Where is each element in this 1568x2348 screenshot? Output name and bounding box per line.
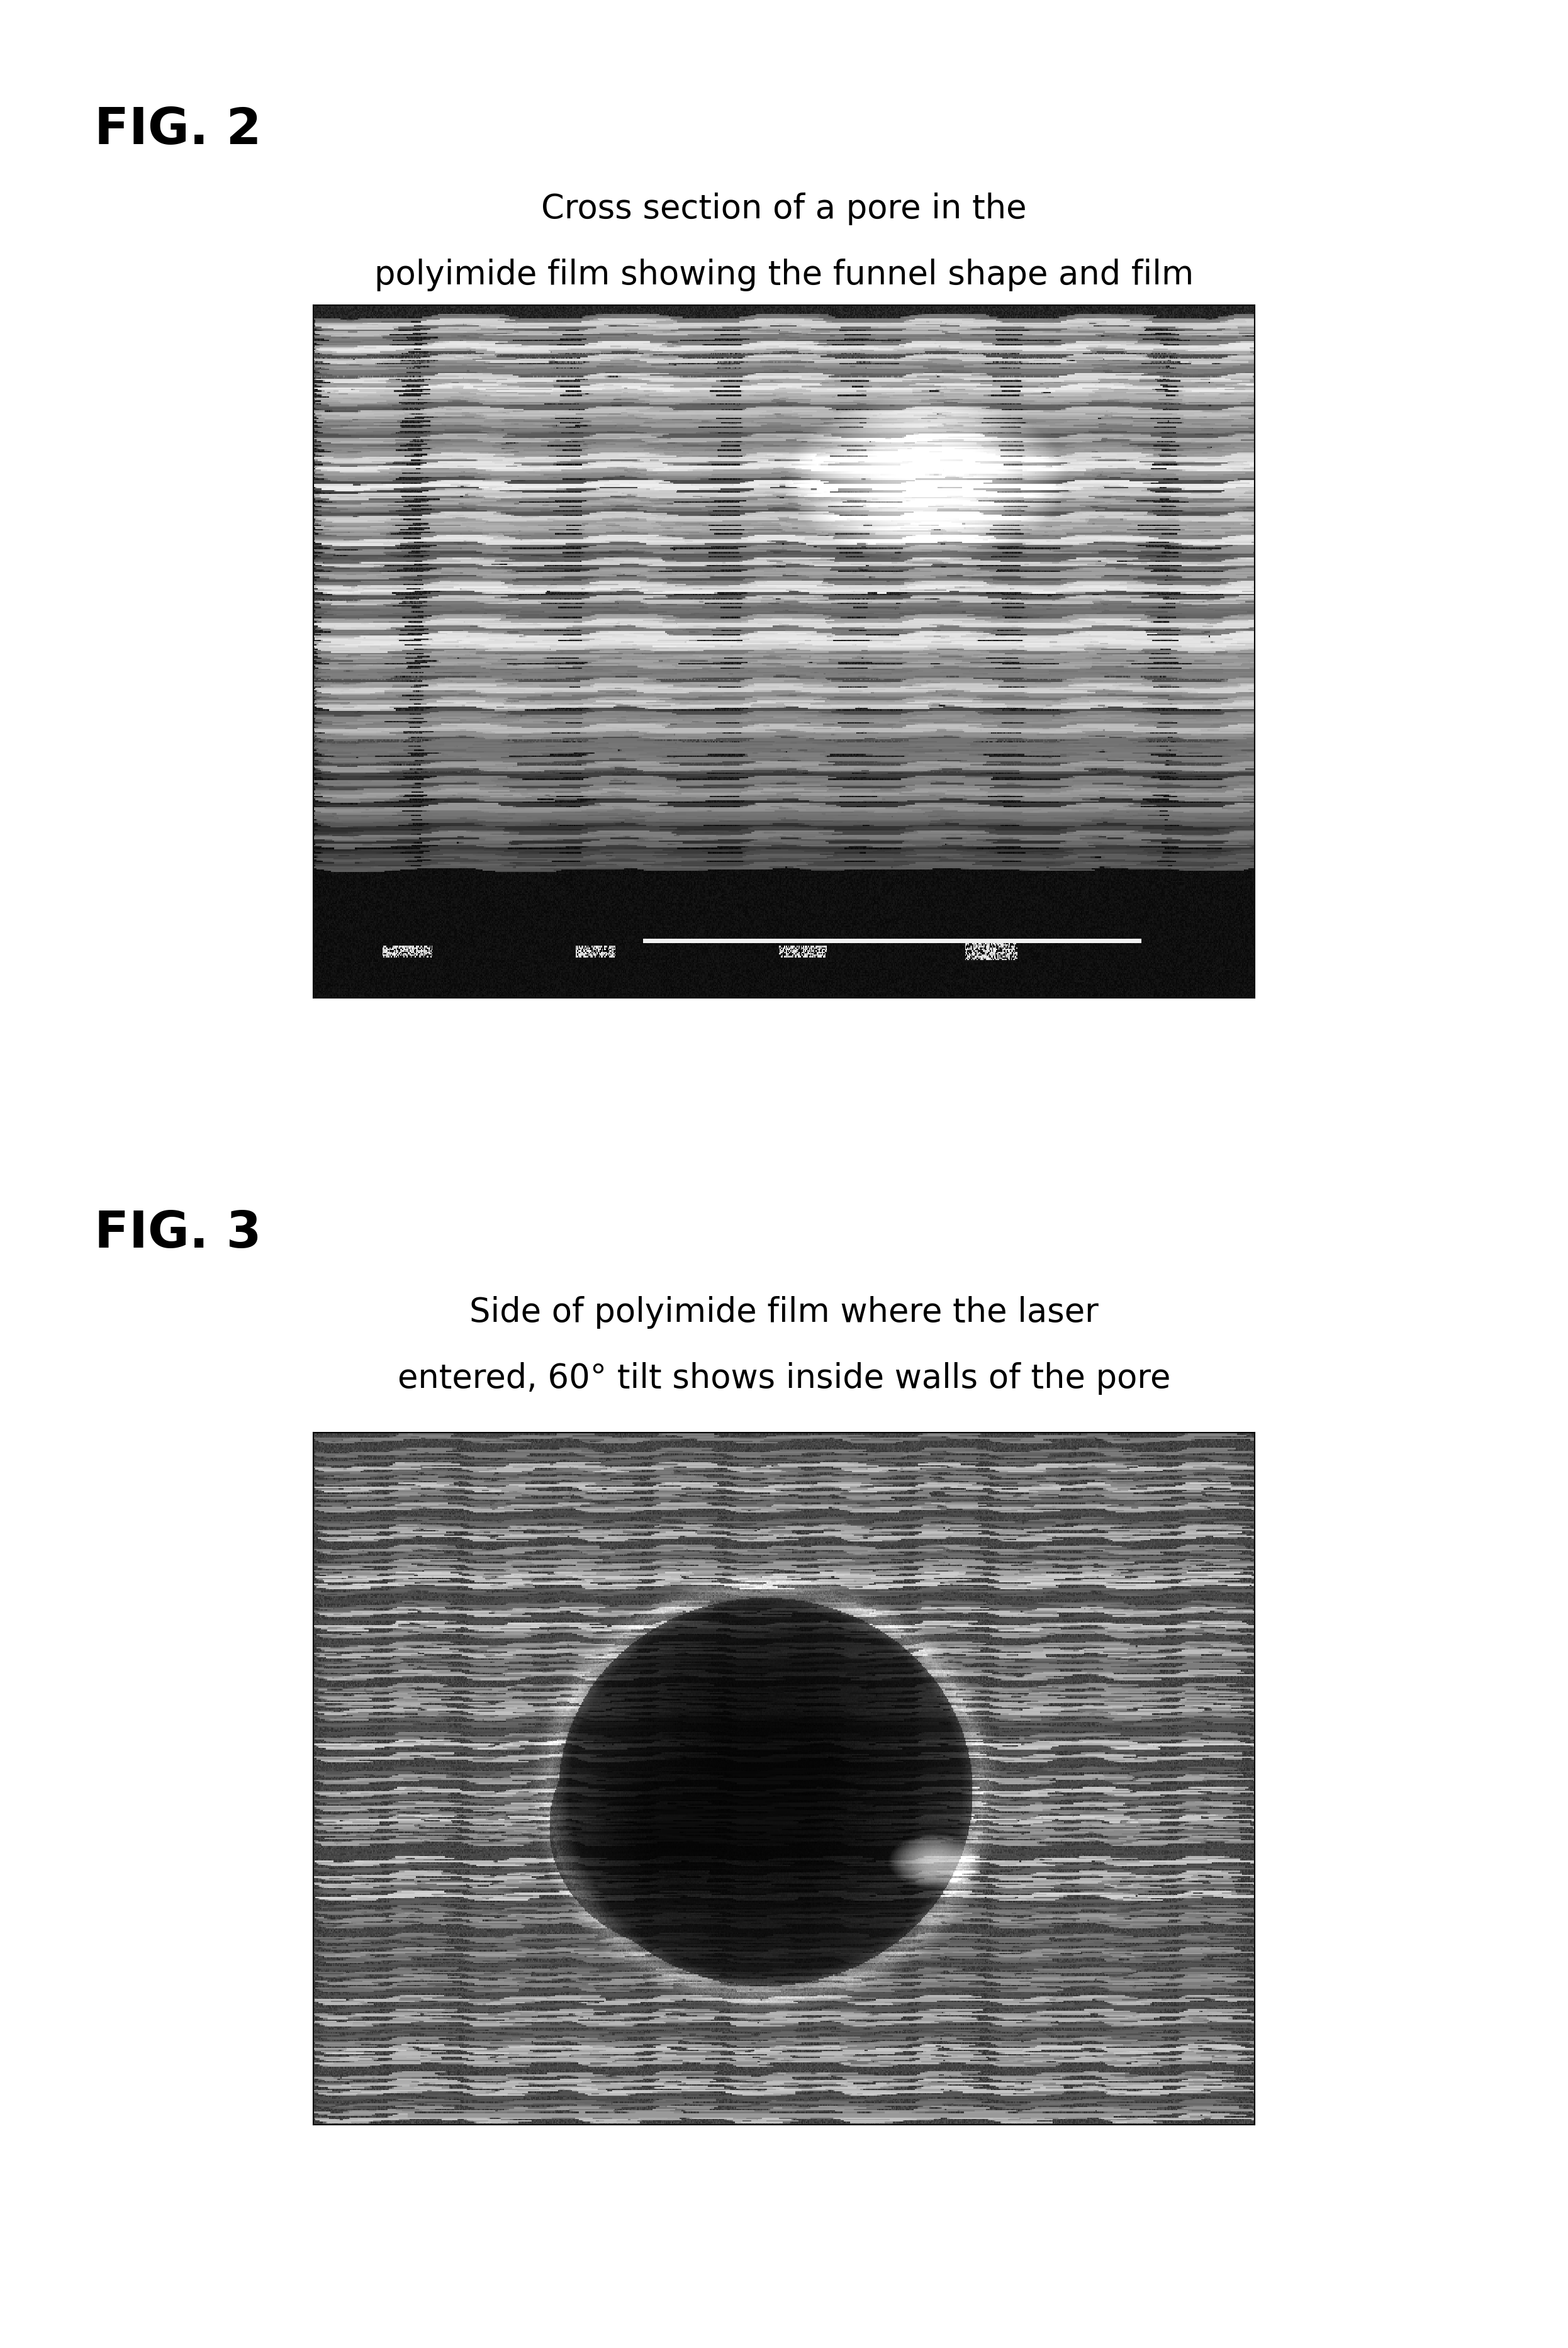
Text: FIG. 2: FIG. 2 (94, 106, 262, 155)
Text: thickness: thickness (706, 324, 862, 357)
Text: Cross section of a pore in the: Cross section of a pore in the (541, 193, 1027, 225)
Text: polyimide film showing the funnel shape and film: polyimide film showing the funnel shape … (375, 258, 1193, 291)
Text: Side of polyimide film where the laser: Side of polyimide film where the laser (469, 1296, 1099, 1329)
Text: FIG. 3: FIG. 3 (94, 1209, 262, 1259)
Text: entered, 60° tilt shows inside walls of the pore: entered, 60° tilt shows inside walls of … (398, 1362, 1170, 1395)
